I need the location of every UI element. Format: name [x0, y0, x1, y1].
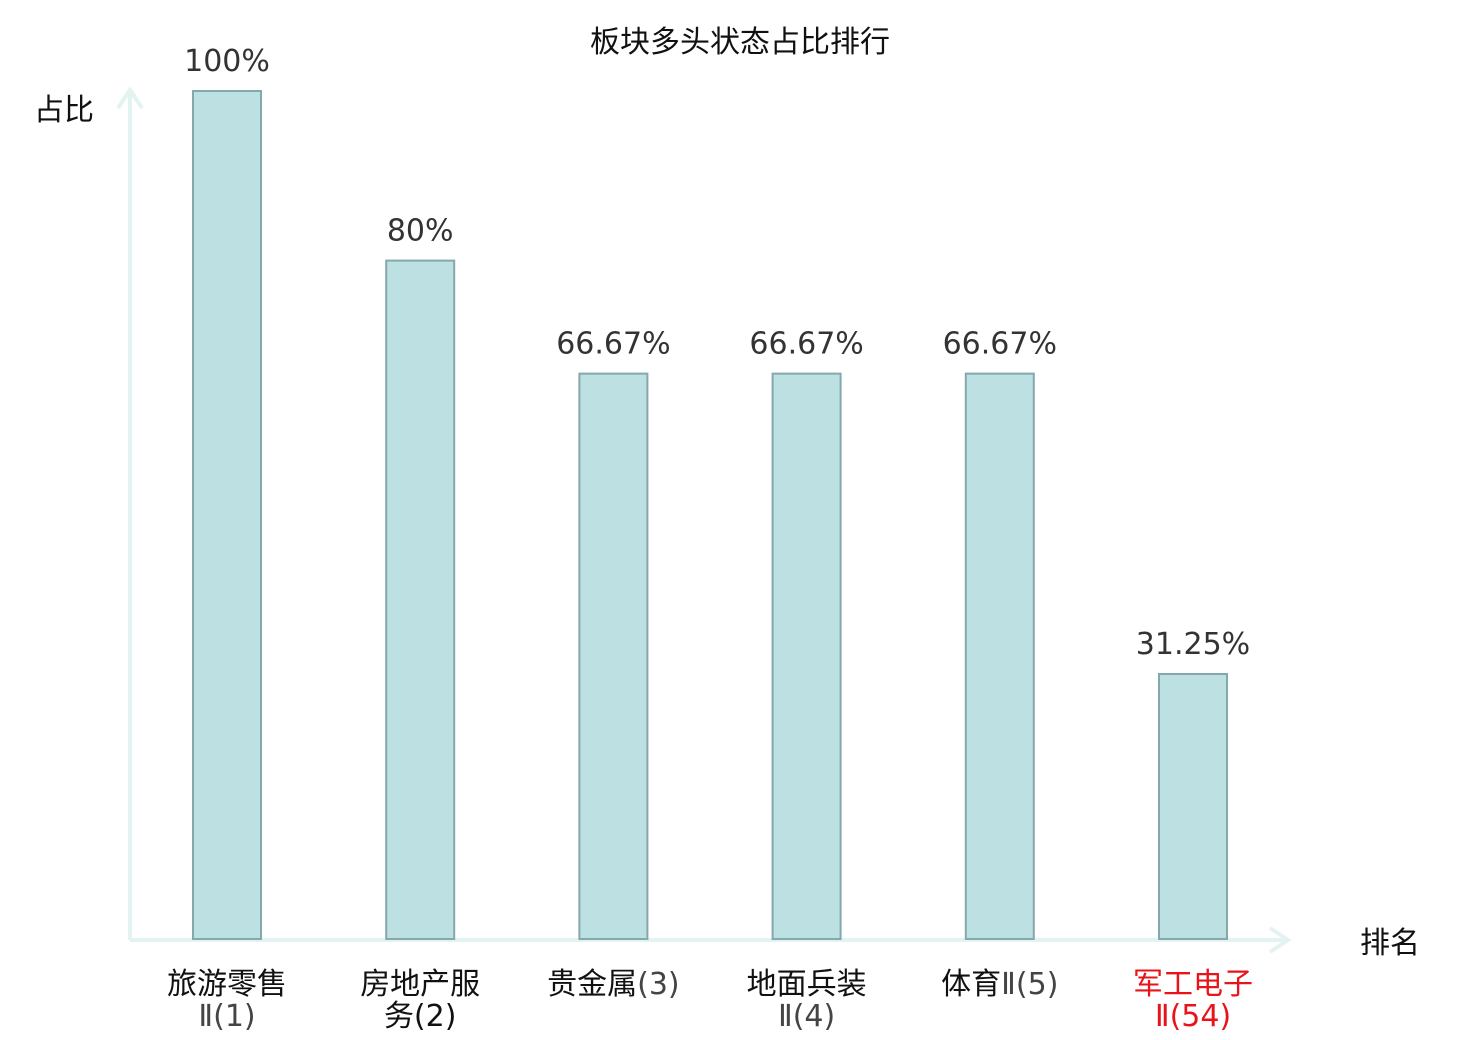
category-sublabel: Ⅱ(1) — [198, 999, 255, 1034]
x-axis-label: 排名 — [1360, 926, 1420, 961]
bar-value-label: 66.67% — [556, 327, 670, 362]
category-label: 旅游零售 — [167, 967, 287, 1002]
bars — [192, 90, 1228, 941]
bar-value-label: 66.67% — [943, 327, 1057, 362]
bar — [385, 259, 456, 941]
bar-value-label: 80% — [387, 214, 454, 249]
bar-value-label: 100% — [184, 44, 270, 79]
bar — [964, 372, 1035, 940]
x-axis-arrow — [1268, 926, 1292, 954]
category-sublabel: Ⅱ(4) — [778, 999, 835, 1034]
value-labels: 100% 80% 66.67% 66.67% 66.67% 31.25% — [184, 44, 1250, 662]
bar-value-label: 66.67% — [749, 327, 863, 362]
category-label: 地面兵装 — [747, 967, 867, 1002]
category-label: 贵金属(3) — [547, 967, 680, 1002]
y-axis-arrow — [116, 86, 144, 110]
category-label: 体育Ⅱ(5) — [941, 967, 1058, 1002]
bar — [578, 372, 649, 940]
category-sublabel: Ⅱ(54) — [1155, 999, 1231, 1034]
category-label: 军工电子 — [1133, 967, 1253, 1002]
bar — [192, 90, 262, 940]
bar — [1158, 673, 1228, 940]
category-sublabel: 务(2) — [384, 999, 457, 1034]
bar-value-label: 31.25% — [1136, 627, 1250, 662]
chart-title: 板块多头状态占比排行 — [590, 25, 890, 60]
bar — [771, 372, 842, 940]
y-axis-label: 占比 — [34, 93, 94, 128]
category-label: 房地产服 — [360, 967, 480, 1002]
